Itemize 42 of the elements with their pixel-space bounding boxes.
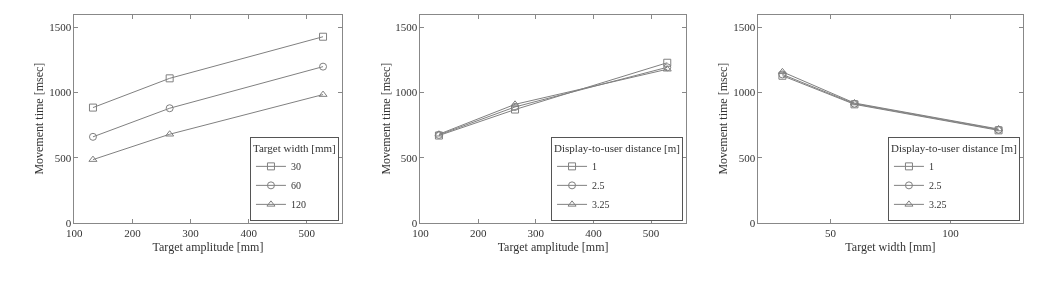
x-tick-label: 300 bbox=[527, 226, 545, 239]
y-tick-label: 1500 bbox=[395, 21, 418, 34]
legend-label: 60 bbox=[290, 180, 301, 192]
legend-label: 120 bbox=[290, 199, 306, 211]
legend-label: 2.5 bbox=[928, 180, 942, 192]
y-axis-title: Movement time [msec] bbox=[32, 62, 47, 175]
legend-label: 3.25 bbox=[928, 199, 947, 211]
x-tick-label: 400 bbox=[585, 226, 603, 239]
y-tick-label: 0 bbox=[411, 216, 418, 229]
y-tick-label: 500 bbox=[54, 151, 72, 164]
x-axis-title: Target amplitude [mm] bbox=[497, 239, 609, 254]
legend-title: Target width [mm] bbox=[252, 141, 336, 154]
x-tick-label: 100 bbox=[412, 226, 430, 239]
y-tick-label: 500 bbox=[400, 151, 418, 164]
x-tick-label: 100 bbox=[942, 226, 960, 239]
legend-label: 2.5 bbox=[592, 180, 605, 192]
x-tick-label: 200 bbox=[469, 226, 487, 239]
y-tick-label: 0 bbox=[749, 216, 756, 229]
x-axis-title: Target width [mm] bbox=[845, 239, 936, 254]
y-tick-label: 1500 bbox=[733, 21, 756, 34]
y-tick-label: 1000 bbox=[49, 86, 72, 99]
y-tick-label: 1500 bbox=[49, 21, 72, 34]
x-tick-label: 500 bbox=[642, 226, 660, 239]
x-tick-label: 300 bbox=[182, 226, 200, 239]
y-axis-title: Movement time [msec] bbox=[378, 62, 393, 175]
y-tick-label: 500 bbox=[738, 151, 756, 164]
x-tick-label: 500 bbox=[298, 226, 316, 239]
legend-label: 1 bbox=[592, 161, 598, 173]
legend-label: 30 bbox=[290, 161, 301, 173]
x-tick-label: 100 bbox=[66, 226, 84, 239]
y-tick-label: 1000 bbox=[733, 86, 756, 99]
legend-label: 1 bbox=[928, 161, 934, 173]
y-axis-title: Movement time [msec] bbox=[716, 62, 731, 175]
x-axis-title: Target amplitude [mm] bbox=[152, 239, 264, 254]
x-tick-label: 50 bbox=[824, 226, 837, 239]
y-tick-label: 0 bbox=[65, 216, 72, 229]
legend-title: Display-to-user distance [m] bbox=[554, 141, 680, 154]
x-tick-label: 200 bbox=[124, 226, 142, 239]
legend-title: Display-to-user distance [m] bbox=[890, 141, 1017, 154]
y-tick-label: 1000 bbox=[395, 86, 418, 99]
legend-label: 3.25 bbox=[592, 199, 610, 211]
x-tick-label: 400 bbox=[240, 226, 258, 239]
